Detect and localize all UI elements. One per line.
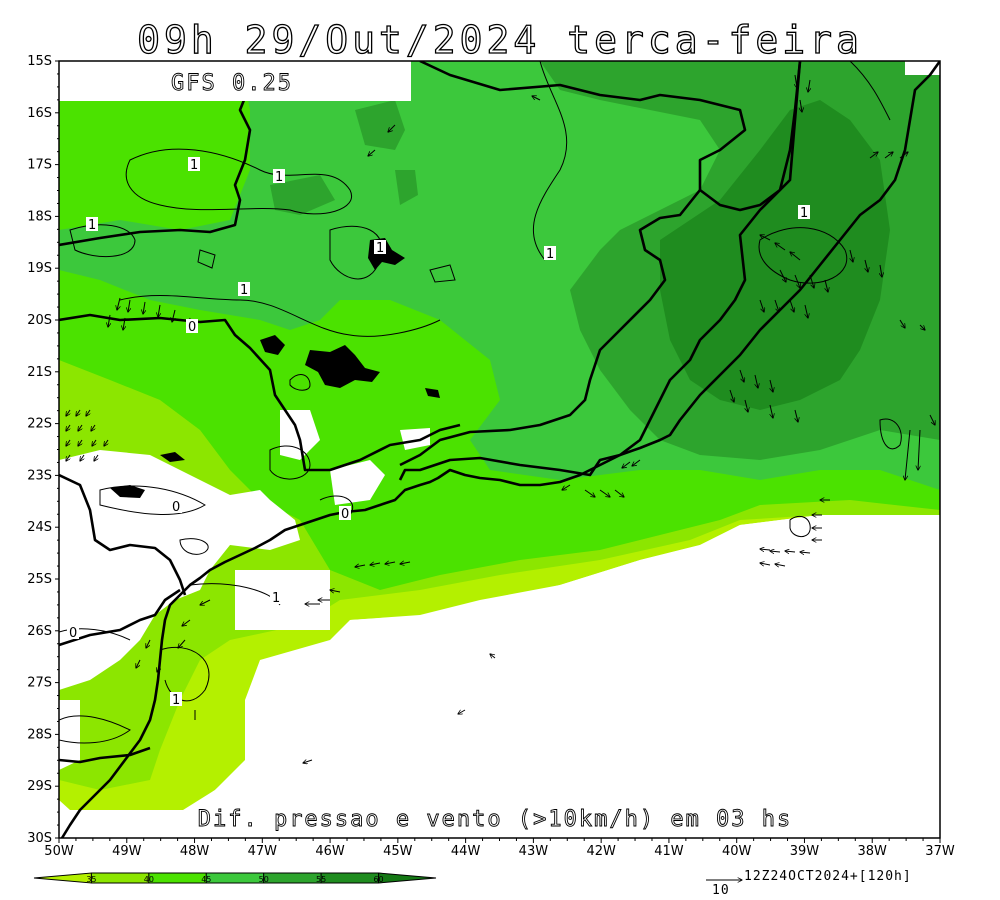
contour-label: 1 [88,218,96,233]
lat-label: 23S [27,468,52,483]
contour-label: 0 [188,320,196,335]
lon-label: 44W [451,844,481,859]
vector-reference: 10 [706,880,742,898]
colorbar-segment [205,872,265,884]
lon-label: 40W [722,844,752,859]
run-info: 12Z24OCT2024+[120h] [744,869,912,884]
lon-label: 45W [383,844,413,859]
lat-label: 20S [27,313,52,328]
reference-value: 10 [712,883,730,898]
colorbar-label: 45 [201,875,211,884]
colorbar-segment [263,872,322,884]
lon-label: 46W [315,844,345,859]
contour-label: 0 [172,500,180,515]
colorbar: 35 40 45 50 55 60 [33,872,437,884]
colorbar-label: 40 [144,875,154,884]
colorbar-segment [148,872,207,884]
map-title: 09h 29/Out/2024 terca-feira [136,17,863,62]
lon-label: 49W [112,844,142,859]
contour-label: 1 [275,170,283,185]
lat-label: 15S [27,54,52,69]
lon-label: 47W [248,844,278,859]
lon-label: 50W [44,844,74,859]
contour-label: 1 [272,591,280,606]
lat-label: 19S [27,261,52,276]
lat-label: 30S [27,831,52,846]
lat-label: 21S [27,365,52,380]
contour-label: 0 [341,507,349,522]
lat-label: 26S [27,624,52,639]
colorbar-segment [33,872,92,884]
lon-label: 41W [654,844,684,859]
colorbar-segment [378,872,437,884]
colorbar-label: 55 [316,875,326,884]
lon-label: 37W [925,844,955,859]
state-borders [59,61,802,764]
contour-label: 1 [172,693,180,708]
wind-vectors [66,74,935,763]
bottom-caption: Dif. pressao e vento (>10km/h) em 03 hs [198,807,793,832]
colorbar-segment [90,872,150,884]
contour-label: 1 [190,158,198,173]
colorbar-label: 35 [86,875,96,884]
model-label-box [59,61,411,101]
lat-label: 25S [27,572,52,587]
contour-label: 1 [546,247,554,262]
lat-label: 24S [27,520,52,535]
colorbar-segment [320,872,380,884]
model-label: GFS 0.25 [171,71,293,96]
lat-label: 17S [27,158,52,173]
lat-label: 28S [27,727,52,742]
contour-labels: 1 1 1 1 1 1 0 0 0 0 1 1 1 [67,157,810,708]
longitude-axis: 50W 49W 48W 47W 46W 45W 44W 43W 42W 41W 40W 39W 38W 3… [44,838,955,859]
shaded-field [59,61,940,838]
lat-label: 29S [27,779,52,794]
lon-label: 38W [858,844,888,859]
lon-label: 42W [586,844,616,859]
colorbar-label: 50 [259,875,269,884]
lon-label: 43W [519,844,549,859]
lat-label: 27S [27,676,52,691]
colorbar-label: 60 [373,875,383,884]
lon-label: 48W [180,844,210,859]
lat-label: 16S [27,106,52,121]
lon-label: 39W [790,844,820,859]
latitude-axis: 15S 16S 17S 18S 19S 20S 21S 22S 23S 24S 25S 26S 27S 2… [27,54,59,846]
lat-label: 22S [27,417,52,432]
pressure-contours [59,61,902,744]
lat-label: 18S [27,209,52,224]
contour-label: 1 [240,283,248,298]
contour-label: 1 [800,206,808,221]
contour-label: 1 [376,241,384,256]
contour-label: 0 [69,626,77,641]
